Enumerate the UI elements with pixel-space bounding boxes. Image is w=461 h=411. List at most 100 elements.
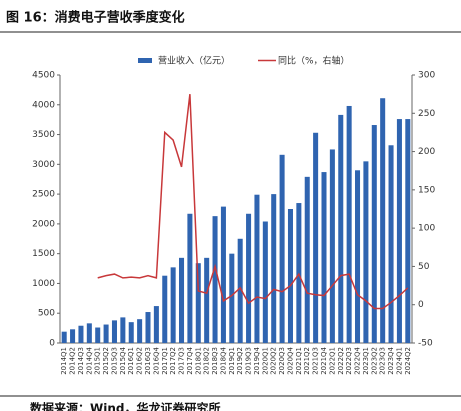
x-tick-label: 2024Q2 xyxy=(404,347,412,375)
x-tick-label: 2016Q3 xyxy=(144,347,152,375)
y-tick-label: 4500 xyxy=(32,71,55,81)
bar xyxy=(78,325,84,343)
bar xyxy=(254,194,260,343)
x-tick-label: 2020Q1 xyxy=(261,347,269,375)
x-tick-label: 2017Q3 xyxy=(178,347,186,375)
bar xyxy=(162,275,168,343)
x-tick-label: 2023Q2 xyxy=(370,347,378,375)
y-tick-label: 4000 xyxy=(32,100,55,110)
y-tick-label: 3500 xyxy=(32,130,55,140)
x-tick-label: 2021Q1 xyxy=(295,347,303,375)
bar xyxy=(137,319,143,343)
x-tick-label: 2020Q2 xyxy=(270,347,278,375)
x-tick-label: 2023Q4 xyxy=(387,346,395,374)
x-tick-label: 2022Q1 xyxy=(328,347,336,375)
x-tick-label: 2014Q4 xyxy=(85,346,93,374)
x-tick-label: 2015Q2 xyxy=(102,347,110,375)
bar xyxy=(363,161,369,343)
bar xyxy=(212,216,218,343)
bar xyxy=(338,114,344,343)
bar xyxy=(396,119,402,344)
bar xyxy=(103,324,109,343)
x-tick-label: 2019Q3 xyxy=(245,347,253,375)
x-tick-label: 2020Q4 xyxy=(286,346,294,374)
x-tick-label: 2017Q2 xyxy=(169,347,177,375)
x-tick-label: 2022Q4 xyxy=(354,346,362,374)
y2-tick-label: 250 xyxy=(418,109,435,119)
y2-tick-label: 300 xyxy=(418,71,435,81)
x-tick-label: 2019Q2 xyxy=(236,347,244,375)
bar xyxy=(279,154,285,343)
bar xyxy=(355,170,361,343)
bar xyxy=(405,119,411,344)
bar xyxy=(229,253,235,343)
bar xyxy=(246,213,252,343)
legend-label: 同比（%，右轴） xyxy=(278,55,350,67)
bar xyxy=(321,172,327,343)
source: 数据来源：Wind，华龙证券研究所 xyxy=(30,401,220,411)
bar xyxy=(153,306,159,343)
bar xyxy=(329,149,335,343)
bar xyxy=(111,320,117,343)
x-tick-label: 2016Q1 xyxy=(127,347,135,375)
y-tick-label: 500 xyxy=(38,309,55,319)
bar xyxy=(262,221,268,343)
bar xyxy=(187,213,193,343)
line xyxy=(97,94,409,310)
x-tick-label: 2019Q1 xyxy=(228,347,236,375)
y2-tick-label: 0 xyxy=(418,300,424,310)
chart-title: 图 16：消费电子营收季度变化 xyxy=(6,10,185,26)
legend-swatch xyxy=(138,58,152,63)
x-tick-label: 2021Q3 xyxy=(312,347,320,375)
bar xyxy=(128,322,134,343)
x-tick-label: 2023Q3 xyxy=(379,347,387,375)
bar xyxy=(61,331,67,343)
bar xyxy=(120,317,126,343)
x-tick-label: 2024Q1 xyxy=(395,347,403,375)
x-tick-label: 2018Q4 xyxy=(219,346,227,374)
bar xyxy=(371,125,377,343)
y2-tick-label: 100 xyxy=(418,224,435,234)
x-tick-label: 2014Q3 xyxy=(77,347,85,375)
y-tick-label: 1000 xyxy=(32,279,55,289)
x-tick-label: 2016Q2 xyxy=(136,347,144,375)
y2-tick-label: 200 xyxy=(418,147,435,157)
y-tick-label: 0 xyxy=(49,339,55,349)
x-tick-label: 2017Q1 xyxy=(161,347,169,375)
x-tick-label: 2021Q4 xyxy=(320,346,328,374)
bar xyxy=(313,132,319,343)
bar xyxy=(287,209,293,343)
y-tick-label: 1500 xyxy=(32,249,55,259)
x-tick-label: 2017Q4 xyxy=(186,346,194,374)
y2-tick-label: 50 xyxy=(418,262,430,272)
legend-label: 营业收入（亿元） xyxy=(158,55,230,67)
bar xyxy=(179,257,185,343)
bar xyxy=(346,105,352,343)
x-tick-label: 2016Q4 xyxy=(152,346,160,374)
y2-tick-label: -50 xyxy=(418,339,433,349)
y-tick-label: 2500 xyxy=(32,190,55,200)
bar xyxy=(86,323,92,343)
x-tick-label: 2020Q3 xyxy=(278,347,286,375)
x-tick-label: 2019Q4 xyxy=(253,346,261,374)
bar xyxy=(380,98,386,343)
x-tick-label: 2015Q3 xyxy=(110,347,118,375)
x-tick-label: 2015Q1 xyxy=(94,347,102,375)
x-tick-label: 2018Q3 xyxy=(211,347,219,375)
x-tick-label: 2018Q1 xyxy=(194,347,202,375)
bar xyxy=(237,238,243,343)
x-tick-label: 2022Q3 xyxy=(345,347,353,375)
x-tick-label: 2015Q4 xyxy=(119,346,127,374)
bar xyxy=(388,145,394,343)
bar xyxy=(304,176,310,343)
bar xyxy=(271,194,277,343)
bar xyxy=(220,206,226,343)
y-tick-label: 2000 xyxy=(32,219,55,229)
y2-tick-label: 150 xyxy=(418,185,435,195)
x-tick-label: 2014Q1 xyxy=(60,347,68,375)
bar xyxy=(145,312,151,343)
y-tick-label: 3000 xyxy=(32,160,55,170)
x-tick-label: 2022Q2 xyxy=(337,347,345,375)
bar xyxy=(70,329,76,343)
